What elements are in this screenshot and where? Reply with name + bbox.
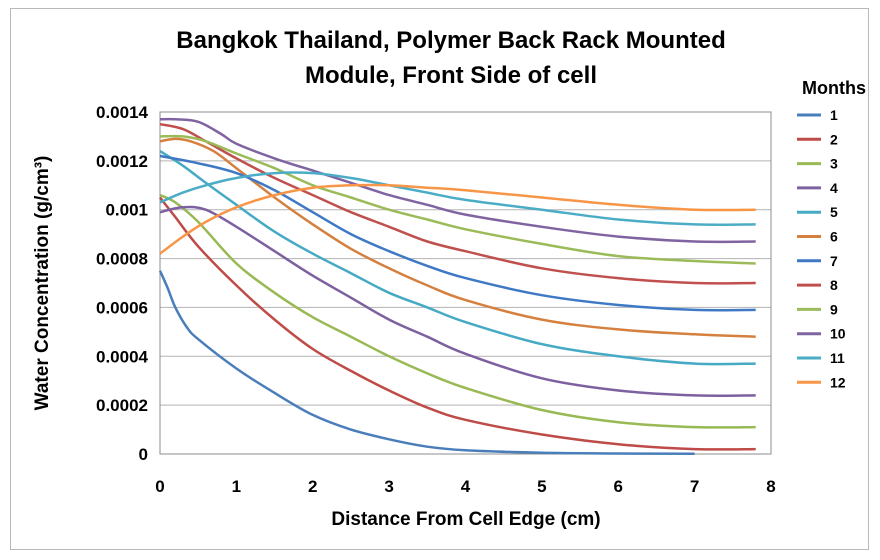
series-line-month-10 (159, 117, 756, 244)
y-tick-label: 0.0006 (96, 298, 148, 317)
legend-label-3: 3 (830, 156, 838, 172)
x-tick-label: 6 (614, 477, 623, 496)
x-axis-title: Distance From Cell Edge (cm) (331, 509, 600, 530)
x-tick-label: 0 (155, 477, 164, 496)
series-layer (158, 117, 756, 456)
y-tick-label: 0.0012 (96, 152, 148, 171)
x-tick-label: 3 (384, 477, 393, 496)
series-line-month-9 (159, 134, 756, 265)
series-line-month-3 (159, 193, 756, 429)
chart-title-line-1: Bangkok Thailand, Polymer Back Rack Moun… (176, 27, 725, 54)
legend-label-11: 11 (830, 350, 845, 366)
y-axis-title: Water Concentration (g/cm³) (32, 156, 53, 411)
tick-labels: 0 0.0002 0.0004 0.0006 0.0008 0.001 0.0012 0.00… (96, 103, 776, 496)
series-line-month-5 (159, 150, 756, 366)
y-tick-label: 0.0008 (96, 250, 148, 269)
plot-area-border (159, 111, 772, 455)
chart-title-line-2: Module, Front Side of cell (305, 62, 597, 89)
legend-label-9: 9 (830, 301, 838, 317)
y-tick-label: 0.0004 (96, 347, 149, 366)
x-tick-label: 8 (766, 477, 775, 496)
legend-title: Months (802, 78, 866, 98)
legend-label-8: 8 (830, 277, 838, 293)
gridlines (160, 111, 771, 406)
legend-label-10: 10 (830, 326, 846, 342)
series-line-month-4 (159, 205, 756, 398)
y-tick-label: 0.0002 (96, 396, 148, 415)
legend-label-2: 2 (830, 131, 838, 147)
legend-label-4: 4 (830, 180, 838, 196)
legend-label-1: 1 (830, 107, 838, 123)
series-line-month-2 (159, 196, 756, 451)
series-line-month-1 (158, 270, 695, 456)
series-line-month-6 (159, 137, 756, 338)
legend-label-5: 5 (830, 204, 838, 220)
x-tick-label: 1 (232, 477, 241, 496)
series-line-month-11 (159, 171, 756, 227)
series-line-month-12 (159, 183, 756, 255)
x-tick-label: 2 (308, 477, 317, 496)
x-tick-label: 7 (690, 477, 699, 496)
legend-label-7: 7 (830, 253, 838, 269)
series-line-month-7 (159, 154, 756, 312)
y-tick-label: 0.0014 (96, 103, 149, 122)
legend-label-12: 12 (830, 374, 846, 390)
x-tick-label: 4 (461, 477, 471, 496)
legend-label-6: 6 (830, 229, 838, 245)
x-tick-label: 5 (537, 477, 546, 496)
y-tick-label: 0 (139, 445, 148, 464)
y-tick-label: 0.001 (105, 201, 148, 220)
chart-frame (10, 8, 869, 550)
